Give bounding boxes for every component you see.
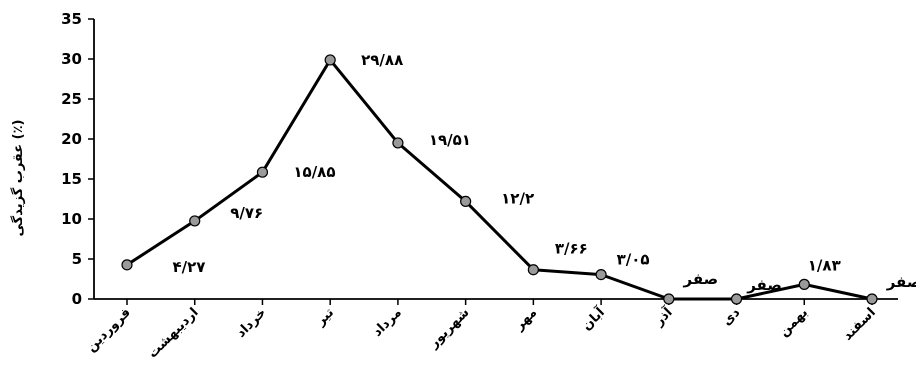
- y-axis-ticks: 0 5 10 15 20 25 30 35: [61, 10, 94, 308]
- data-label: ۹/۷۶: [230, 204, 263, 222]
- x-tick-label: اسفند: [840, 305, 878, 343]
- data-point: [189, 215, 201, 227]
- y-tick-label: 30: [61, 50, 82, 68]
- data-point: [324, 54, 336, 66]
- data-label: ۱/۸۳: [808, 256, 841, 274]
- data-point: [663, 293, 675, 305]
- y-tick-label: 35: [61, 10, 82, 28]
- data-point: [392, 137, 404, 149]
- y-tick-label: 0: [72, 290, 82, 308]
- x-tick-label: آبان: [578, 303, 608, 333]
- data-point: [121, 259, 133, 271]
- y-tick-label: 20: [61, 130, 82, 148]
- data-label: ۲۹/۸۸: [361, 51, 403, 69]
- data-point: [595, 269, 607, 281]
- y-axis-title: عقرب گزیدگی (٪): [10, 119, 26, 236]
- y-tick-label: 25: [61, 90, 82, 108]
- data-label: ۱۲/۲: [501, 189, 534, 207]
- data-label: ۱۹/۵۱: [429, 131, 471, 149]
- data-point: [256, 166, 269, 178]
- series-line: [126, 58, 873, 301]
- x-tick-label: دی: [720, 305, 744, 329]
- data-label: صفر: [886, 273, 916, 291]
- x-tick-label: شهریور: [426, 305, 473, 352]
- y-tick-label: 5: [72, 250, 82, 268]
- data-label: ۱۵/۸۵: [293, 163, 335, 181]
- data-point: [730, 293, 743, 305]
- data-label: ۳/۰۵: [617, 251, 650, 269]
- data-point: [866, 293, 878, 305]
- data-label: صفر: [683, 270, 719, 288]
- data-point: [460, 195, 472, 207]
- data-label: ۴/۲۷: [173, 258, 206, 276]
- x-tick-label: مرداد: [370, 305, 405, 340]
- x-tick-label: بهمن: [777, 305, 812, 340]
- series-polyline: [126, 58, 873, 301]
- data-labels: ۴/۲۷ ۹/۷۶ ۱۵/۸۵ ۲۹/۸۸ ۱۹/۵۱ ۱۲/۲ ۳/۶۶ ۳/۰۵ صفر صف…: [173, 51, 916, 294]
- x-tick-label: فروردین: [84, 305, 134, 355]
- data-label: ۳/۶۶: [555, 240, 588, 258]
- axes: [93, 19, 898, 300]
- data-point: [527, 264, 539, 276]
- x-tick-label: اردیبهشت: [145, 305, 201, 361]
- x-axis-ticks: فروردین اردیبهشت خرداد تیر مرداد شهریور مهر آبا…: [84, 299, 879, 361]
- data-points: [121, 54, 878, 305]
- data-label: صفر: [746, 276, 782, 294]
- data-point: [798, 278, 810, 290]
- y-tick-label: 15: [61, 170, 82, 188]
- x-tick-label: مهر: [511, 305, 540, 334]
- x-tick-label: خرداد: [234, 305, 270, 341]
- y-tick-label: 10: [61, 210, 82, 228]
- x-tick-label: آذر: [650, 303, 676, 329]
- x-tick-label: تیر: [313, 305, 337, 329]
